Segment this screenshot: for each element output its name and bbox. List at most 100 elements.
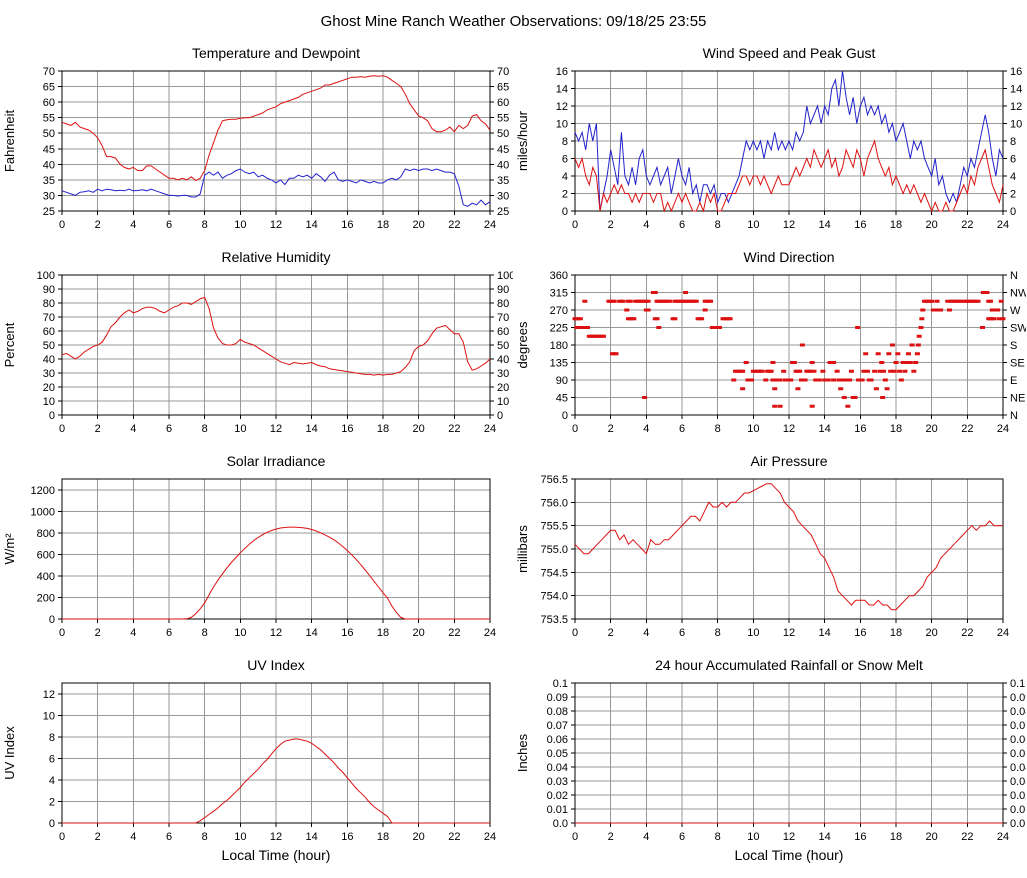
svg-text:6: 6 xyxy=(1010,154,1016,166)
svg-text:4: 4 xyxy=(643,831,649,843)
svg-text:14: 14 xyxy=(819,423,831,435)
svg-text:16: 16 xyxy=(341,219,353,231)
svg-text:20: 20 xyxy=(497,382,509,394)
svg-text:754.0: 754.0 xyxy=(540,591,568,603)
svg-text:18: 18 xyxy=(377,831,389,843)
svg-text:50: 50 xyxy=(497,128,509,140)
svg-text:2: 2 xyxy=(608,219,614,231)
svg-text:16: 16 xyxy=(1010,66,1022,78)
svg-text:35: 35 xyxy=(497,175,509,187)
svg-text:270: 270 xyxy=(550,305,568,317)
svg-text:360: 360 xyxy=(550,270,568,282)
svg-text:4: 4 xyxy=(1010,171,1016,183)
svg-text:18: 18 xyxy=(377,219,389,231)
svg-text:0.04: 0.04 xyxy=(1010,762,1026,774)
svg-text:8: 8 xyxy=(202,831,208,843)
svg-text:18: 18 xyxy=(890,423,902,435)
svg-text:14: 14 xyxy=(819,219,831,231)
svg-text:600: 600 xyxy=(37,549,55,561)
svg-text:0: 0 xyxy=(572,627,578,639)
svg-text:100: 100 xyxy=(497,270,513,282)
chart-title: Relative Humidity xyxy=(221,249,331,265)
svg-text:1200: 1200 xyxy=(31,485,55,497)
svg-text:0.0: 0.0 xyxy=(1010,818,1025,830)
svg-text:0.08: 0.08 xyxy=(547,706,568,718)
svg-text:30: 30 xyxy=(497,190,509,202)
chart-uv-index: UV Index 0 2 4 6 8 10 12 0 2 4 6 8 10 12 14 16 18 20 22 24 U… xyxy=(0,651,513,865)
svg-text:45: 45 xyxy=(43,144,55,156)
svg-text:4: 4 xyxy=(49,775,55,787)
svg-text:22: 22 xyxy=(961,423,973,435)
svg-text:14: 14 xyxy=(306,831,318,843)
svg-text:0.06: 0.06 xyxy=(1010,734,1026,746)
svg-text:6: 6 xyxy=(679,831,685,843)
svg-text:20: 20 xyxy=(926,831,938,843)
svg-text:0.07: 0.07 xyxy=(547,720,568,732)
svg-text:70: 70 xyxy=(43,312,55,324)
svg-text:45: 45 xyxy=(497,144,509,156)
svg-text:0.02: 0.02 xyxy=(1010,790,1026,802)
svg-text:50: 50 xyxy=(43,340,55,352)
page-title: Ghost Mine Ranch Weather Observations: 0… xyxy=(320,13,707,30)
svg-text:0.01: 0.01 xyxy=(1010,804,1026,816)
svg-text:Fahrenheit: Fahrenheit xyxy=(2,110,17,173)
svg-text:22: 22 xyxy=(448,423,460,435)
svg-text:60: 60 xyxy=(43,326,55,338)
svg-text:2: 2 xyxy=(95,627,101,639)
svg-text:8: 8 xyxy=(202,627,208,639)
svg-text:10: 10 xyxy=(747,219,759,231)
svg-text:30: 30 xyxy=(43,190,55,202)
svg-text:16: 16 xyxy=(341,831,353,843)
svg-text:8: 8 xyxy=(202,219,208,231)
svg-text:100: 100 xyxy=(37,270,55,282)
svg-text:6: 6 xyxy=(166,627,172,639)
svg-text:2: 2 xyxy=(608,423,614,435)
svg-text:12: 12 xyxy=(783,627,795,639)
svg-text:90: 90 xyxy=(497,284,509,296)
svg-text:16: 16 xyxy=(556,66,568,78)
svg-text:UV Index: UV Index xyxy=(2,726,17,780)
svg-text:55: 55 xyxy=(497,113,509,125)
svg-text:millibars: millibars xyxy=(515,525,530,573)
svg-text:N: N xyxy=(1010,270,1018,282)
svg-text:0: 0 xyxy=(1010,206,1016,218)
svg-text:10: 10 xyxy=(234,423,246,435)
svg-text:0.06: 0.06 xyxy=(547,734,568,746)
svg-text:14: 14 xyxy=(1010,84,1022,96)
svg-text:0: 0 xyxy=(562,410,568,422)
svg-text:0: 0 xyxy=(59,831,65,843)
svg-text:2: 2 xyxy=(95,219,101,231)
svg-text:756.0: 756.0 xyxy=(540,497,568,509)
svg-text:55: 55 xyxy=(43,113,55,125)
svg-text:14: 14 xyxy=(556,84,568,96)
svg-text:8: 8 xyxy=(562,136,568,148)
chart-rainfall: 24 hour Accumulated Rainfall or Snow Mel… xyxy=(513,651,1026,865)
svg-text:Inches: Inches xyxy=(515,733,530,772)
svg-text:0.1: 0.1 xyxy=(1010,678,1025,690)
chart-title: 24 hour Accumulated Rainfall or Snow Mel… xyxy=(655,657,923,673)
svg-text:0.1: 0.1 xyxy=(553,678,568,690)
chart-air-pressure: Air Pressure 753.5 754.0 754.5 755.0 755.5 75… xyxy=(513,447,1026,643)
svg-text:22: 22 xyxy=(961,831,973,843)
svg-text:14: 14 xyxy=(306,219,318,231)
svg-text:200: 200 xyxy=(37,592,55,604)
rainfall-plot: 0.0 0.0 0.01 0.01 0.02 0.02 0.03 0.03 0.04 0.04 0.… xyxy=(515,678,1026,843)
svg-text:30: 30 xyxy=(497,368,509,380)
svg-text:4: 4 xyxy=(643,423,649,435)
svg-text:20: 20 xyxy=(926,219,938,231)
svg-text:10: 10 xyxy=(747,423,759,435)
chart-temperature-dewpoint: Temperature and Dewpoint 25 25 30 30 35 35 40 4… xyxy=(0,39,513,235)
svg-text:0.07: 0.07 xyxy=(1010,720,1026,732)
svg-text:14: 14 xyxy=(306,423,318,435)
svg-text:18: 18 xyxy=(890,627,902,639)
svg-text:0.05: 0.05 xyxy=(547,748,568,760)
svg-text:2: 2 xyxy=(49,796,55,808)
svg-text:40: 40 xyxy=(43,354,55,366)
svg-text:8: 8 xyxy=(1010,136,1016,148)
svg-text:22: 22 xyxy=(448,219,460,231)
svg-text:6: 6 xyxy=(166,219,172,231)
